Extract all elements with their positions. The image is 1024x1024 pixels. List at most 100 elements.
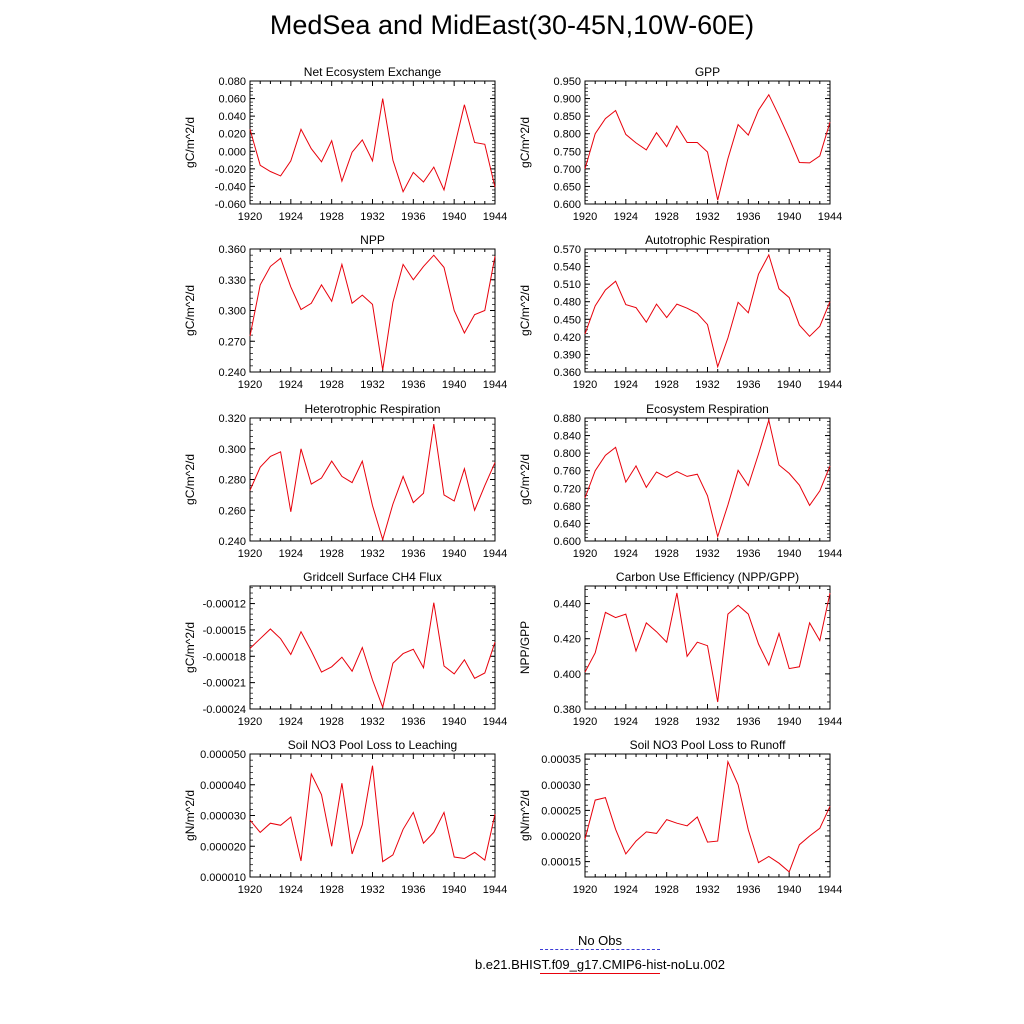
series-line (249, 602, 496, 709)
y-tick-label: 0.360 (553, 367, 581, 379)
figure-title: MedSea and MidEast(30-45N,10W-60E) (269, 10, 755, 40)
x-tick-label: 1932 (360, 548, 384, 560)
y-tick-label: 0.440 (553, 599, 581, 611)
y-tick-label: 0.000050 (200, 749, 246, 761)
plot-frame (584, 753, 831, 878)
x-tick-label: 1932 (695, 884, 719, 896)
y-tick-label: 0.00020 (541, 831, 581, 843)
x-tick-label: 1924 (279, 716, 303, 728)
x-tick-label: 1920 (573, 716, 597, 728)
y-tick-label: 0.680 (553, 501, 581, 513)
x-tick-label: 1936 (736, 379, 760, 391)
x-tick-label: 1944 (483, 884, 507, 896)
x-tick-label: 1920 (238, 548, 262, 560)
y-tick-label: 0.400 (553, 669, 581, 681)
x-tick-label: 1932 (695, 716, 719, 728)
y-axis-label: gC/m^2/d (518, 454, 532, 505)
x-tick-label: 1928 (319, 379, 343, 391)
y-tick-label: 0.00015 (541, 857, 581, 869)
panel-title: Gridcell Surface CH4 Flux (303, 570, 442, 584)
y-tick-label: 0.00025 (541, 805, 581, 817)
x-tick-label: 1940 (777, 884, 801, 896)
x-tick-label: 1924 (279, 379, 303, 391)
x-tick-label: 1928 (319, 211, 343, 223)
x-tick-label: 1936 (736, 548, 760, 560)
y-tick-label: 0.270 (218, 336, 246, 348)
series-line (584, 592, 831, 703)
x-tick-label: 1944 (483, 716, 507, 728)
x-tick-label: 1944 (818, 884, 842, 896)
y-tick-label: 0.800 (553, 129, 581, 141)
x-tick-label: 1932 (360, 379, 384, 391)
x-tick-label: 1944 (818, 716, 842, 728)
series-line (249, 254, 496, 370)
x-tick-label: 1932 (695, 211, 719, 223)
panel-title: Ecosystem Respiration (646, 402, 769, 416)
x-tick-label: 1940 (777, 379, 801, 391)
x-tick-label: 1928 (654, 884, 678, 896)
y-axis-label: gC/m^2/d (183, 454, 197, 505)
y-axis-label: gC/m^2/d (518, 117, 532, 168)
x-tick-label: 1928 (654, 716, 678, 728)
plot-frame (249, 753, 496, 878)
x-tick-label: 1936 (401, 379, 425, 391)
chart-panel-8: Soil NO3 Pool Loss to Leaching gN/m^2/d 19… (183, 738, 507, 896)
panel-title: Soil NO3 Pool Loss to Leaching (288, 738, 457, 752)
x-tick-label: 1932 (360, 716, 384, 728)
panel-title: Soil NO3 Pool Loss to Runoff (630, 738, 787, 752)
x-tick-label: 1944 (818, 379, 842, 391)
y-axis-label: gN/m^2/d (183, 790, 197, 841)
y-tick-label: 0.330 (218, 275, 246, 287)
panel-title: NPP (360, 233, 385, 247)
y-tick-label: 0.260 (218, 505, 246, 517)
y-tick-label: 0.300 (218, 444, 246, 456)
y-tick-label: 0.880 (553, 413, 581, 425)
y-tick-label: 0.240 (218, 367, 246, 379)
series-line (584, 253, 831, 369)
y-axis-label: gC/m^2/d (518, 285, 532, 336)
panel-title: GPP (695, 65, 720, 79)
x-tick-label: 1920 (238, 379, 262, 391)
y-tick-label: 0.060 (218, 94, 246, 106)
x-tick-label: 1928 (654, 211, 678, 223)
y-axis-label: gN/m^2/d (518, 790, 532, 841)
x-tick-label: 1940 (442, 716, 466, 728)
panel-title: Carbon Use Efficiency (NPP/GPP) (616, 570, 799, 584)
y-tick-label: 0.000020 (200, 841, 246, 853)
x-tick-label: 1924 (614, 379, 638, 391)
x-tick-label: 1940 (442, 211, 466, 223)
panel-title: Autotrophic Respiration (645, 233, 770, 247)
plot-frame (584, 80, 831, 205)
y-tick-label: 0.510 (553, 279, 581, 291)
x-tick-label: 1940 (442, 379, 466, 391)
x-tick-label: 1940 (442, 548, 466, 560)
x-tick-label: 1944 (483, 548, 507, 560)
y-tick-label: 0.650 (553, 181, 581, 193)
y-tick-label: -0.020 (215, 164, 246, 176)
y-axis-label: gC/m^2/d (183, 285, 197, 336)
y-tick-label: 0.300 (218, 306, 246, 318)
chart-panel-3: Autotrophic Respiration gC/m^2/d 1920 1924 1… (518, 233, 842, 391)
y-tick-label: 0.900 (553, 94, 581, 106)
x-tick-label: 1932 (695, 379, 719, 391)
y-tick-label: 0.750 (553, 146, 581, 158)
x-tick-label: 1924 (279, 548, 303, 560)
y-tick-label: 0.420 (553, 634, 581, 646)
x-tick-label: 1944 (483, 379, 507, 391)
x-tick-label: 1932 (360, 211, 384, 223)
x-tick-label: 1920 (573, 211, 597, 223)
series-line (249, 98, 496, 193)
series-line (584, 759, 831, 873)
x-tick-label: 1936 (401, 211, 425, 223)
y-tick-label: 0.720 (553, 483, 581, 495)
x-tick-label: 1924 (614, 716, 638, 728)
x-tick-label: 1944 (483, 211, 507, 223)
x-tick-label: 1940 (777, 548, 801, 560)
x-tick-label: 1940 (442, 884, 466, 896)
y-tick-label: 0.420 (553, 332, 581, 344)
y-tick-label: -0.00012 (203, 599, 246, 611)
plot-frame (249, 417, 496, 542)
x-tick-label: 1920 (573, 884, 597, 896)
y-tick-label: 0.800 (553, 448, 581, 460)
legend-label-obs: No Obs (577, 933, 623, 948)
